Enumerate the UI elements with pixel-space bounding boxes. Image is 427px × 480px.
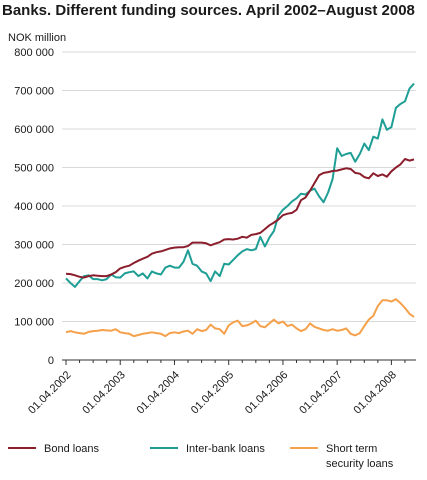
- series-line: [65, 298, 415, 338]
- y-tick-label: 0: [48, 355, 54, 367]
- x-tick-label: 01.04.2003: [80, 369, 127, 416]
- x-tick-label: 01.04.2008: [352, 369, 399, 416]
- y-tick-label: 600 000: [14, 124, 54, 136]
- gridlines: [62, 51, 416, 361]
- legend-label: Bond loans: [44, 443, 100, 455]
- legend-label: Inter-bank loans: [186, 443, 265, 455]
- legend: Bond loans Inter-bank loans Short term secu…: [8, 443, 394, 470]
- y-tick-label: 100 000: [14, 317, 54, 329]
- x-tick-label: 01.04.2006: [243, 369, 290, 416]
- x-tick-label: 01.04.2005: [189, 369, 236, 416]
- y-tick-label: 200 000: [14, 278, 54, 290]
- y-tick-label: 400 000: [14, 201, 54, 213]
- y-tick-label: 300 000: [14, 240, 54, 252]
- y-axis-unit-label: NOK million: [8, 32, 67, 44]
- y-tick-label: 700 000: [14, 86, 54, 98]
- x-tick-label: 01.04.2004: [135, 369, 182, 416]
- x-axis: 01.04.2002 01.04.2003 01.04.2004 01.04.2005…: [26, 360, 406, 417]
- y-tick-label: 800 000: [14, 47, 54, 59]
- series-line: [65, 82, 415, 288]
- y-tick-label: 500 000: [14, 163, 54, 175]
- x-tick-label: 01.04.2002: [26, 369, 73, 416]
- chart-title: Banks. Different funding sources. April …: [2, 2, 415, 19]
- x-tick-label: 01.04.2007: [297, 369, 344, 416]
- series-lines: [65, 82, 415, 338]
- series-line: [65, 158, 415, 279]
- legend-label: Short term security loans: [326, 443, 394, 470]
- y-axis-tick-labels: 0 100 000 200 000 300 000 400 000 500 000 600 …: [14, 47, 54, 367]
